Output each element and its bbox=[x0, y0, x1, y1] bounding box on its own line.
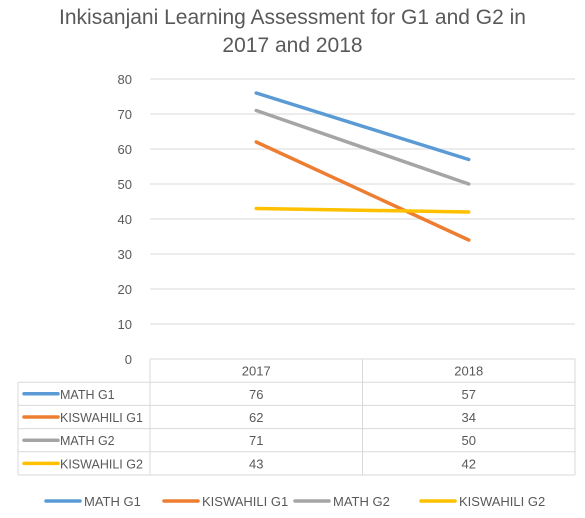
y-tick-label: 20 bbox=[118, 282, 132, 297]
y-tick-label: 0 bbox=[125, 352, 132, 367]
data-value-label: 34 bbox=[462, 410, 476, 425]
y-tick-label: 40 bbox=[118, 212, 132, 227]
legend-label: KISWAHILI G1 bbox=[202, 494, 288, 509]
legend-label: MATH G2 bbox=[333, 494, 390, 509]
y-tick-label: 70 bbox=[118, 107, 132, 122]
table-series-label: KISWAHILI G2 bbox=[60, 457, 143, 471]
legend-label: MATH G1 bbox=[84, 494, 141, 509]
series-line bbox=[254, 206, 471, 214]
data-value-label: 43 bbox=[249, 456, 263, 471]
y-tick-label: 60 bbox=[118, 142, 132, 157]
chart-title-line-1: Inkisanjani Learning Assessment for G1 a… bbox=[59, 6, 526, 29]
series-line bbox=[254, 108, 471, 186]
data-value-label: 57 bbox=[462, 387, 476, 402]
data-value-label: 50 bbox=[462, 433, 476, 448]
y-tick-label: 10 bbox=[118, 317, 132, 332]
data-value-label: 76 bbox=[249, 387, 263, 402]
chart-title-line-2: 2017 and 2018 bbox=[222, 34, 363, 57]
data-value-label: 62 bbox=[249, 410, 263, 425]
x-category-label: 2018 bbox=[454, 364, 483, 379]
x-category-label: 2017 bbox=[242, 364, 271, 379]
data-value-label: 42 bbox=[462, 456, 476, 471]
legend-label: KISWAHILI G2 bbox=[459, 494, 545, 509]
y-tick-label: 50 bbox=[118, 177, 132, 192]
y-tick-label: 30 bbox=[118, 247, 132, 262]
series-line bbox=[254, 140, 471, 242]
table-series-label: KISWAHILI G1 bbox=[60, 411, 143, 425]
series-line bbox=[254, 91, 471, 162]
table-series-label: MATH G1 bbox=[60, 388, 115, 402]
data-value-label: 71 bbox=[249, 433, 263, 448]
y-tick-label: 80 bbox=[118, 72, 132, 87]
table-series-label: MATH G2 bbox=[60, 434, 115, 448]
